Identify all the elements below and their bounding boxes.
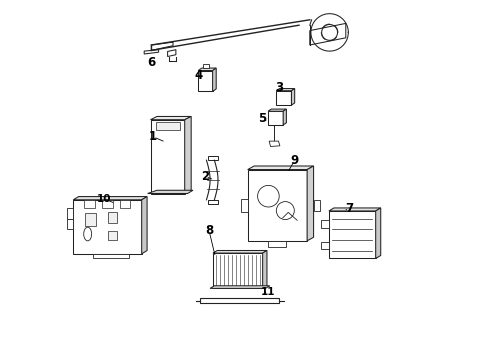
Bar	[108, 212, 118, 223]
Bar	[150, 120, 185, 194]
Polygon shape	[142, 197, 147, 254]
Polygon shape	[74, 197, 147, 200]
Text: 11: 11	[261, 287, 276, 297]
Bar	[156, 122, 180, 130]
Polygon shape	[307, 166, 314, 241]
Bar	[268, 111, 283, 125]
Bar	[329, 211, 376, 258]
Polygon shape	[276, 89, 294, 91]
Text: 7: 7	[345, 202, 353, 215]
Polygon shape	[150, 117, 191, 120]
Polygon shape	[147, 190, 193, 194]
Polygon shape	[168, 50, 176, 57]
Polygon shape	[185, 117, 191, 194]
Text: 6: 6	[147, 57, 155, 69]
Text: 10: 10	[97, 194, 111, 204]
Polygon shape	[208, 156, 218, 160]
Polygon shape	[283, 109, 286, 125]
Bar	[213, 253, 263, 288]
Polygon shape	[93, 254, 129, 258]
Text: 3: 3	[275, 81, 284, 94]
Polygon shape	[321, 220, 329, 228]
Bar	[84, 200, 95, 208]
Polygon shape	[263, 251, 267, 288]
Polygon shape	[268, 109, 286, 111]
Polygon shape	[292, 89, 294, 105]
Polygon shape	[144, 50, 159, 54]
Polygon shape	[329, 208, 381, 211]
Polygon shape	[198, 68, 216, 71]
Polygon shape	[314, 200, 320, 211]
Bar	[102, 200, 113, 208]
Polygon shape	[269, 241, 286, 247]
Polygon shape	[213, 251, 267, 253]
Bar	[203, 64, 209, 68]
Polygon shape	[269, 141, 280, 147]
Polygon shape	[241, 199, 248, 212]
Polygon shape	[376, 208, 381, 258]
Bar	[276, 91, 292, 105]
Bar	[120, 200, 130, 208]
Polygon shape	[67, 219, 74, 229]
Polygon shape	[248, 166, 314, 170]
Text: 9: 9	[291, 154, 299, 167]
Text: 4: 4	[194, 69, 202, 82]
Polygon shape	[310, 23, 346, 45]
Text: 1: 1	[149, 130, 157, 143]
Bar	[248, 170, 307, 241]
Polygon shape	[213, 68, 216, 91]
Bar	[108, 231, 118, 240]
Polygon shape	[208, 200, 218, 204]
Text: 5: 5	[258, 112, 267, 125]
Text: 2: 2	[201, 170, 209, 183]
Polygon shape	[67, 208, 74, 219]
Polygon shape	[210, 286, 270, 288]
Polygon shape	[321, 242, 329, 249]
Bar	[85, 213, 96, 226]
Text: 8: 8	[205, 224, 213, 237]
Bar	[198, 71, 213, 91]
Bar	[74, 200, 142, 254]
Polygon shape	[200, 298, 279, 303]
Polygon shape	[151, 42, 173, 50]
